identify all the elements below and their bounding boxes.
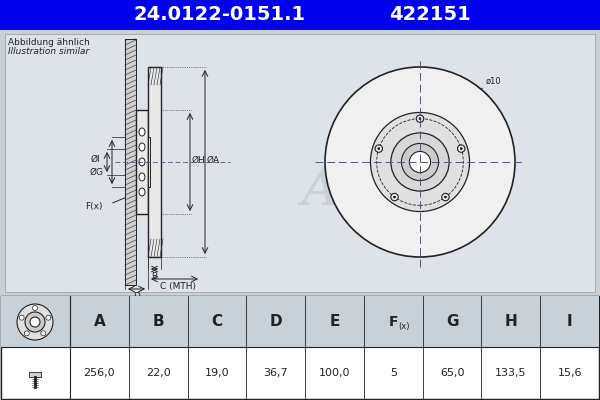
- Circle shape: [460, 148, 462, 150]
- Ellipse shape: [139, 158, 145, 166]
- Bar: [1, 296, 599, 347]
- Bar: [1, 296, 599, 399]
- Text: 100,0: 100,0: [319, 368, 350, 378]
- Circle shape: [445, 196, 446, 198]
- Circle shape: [394, 196, 395, 198]
- Text: 5: 5: [390, 368, 397, 378]
- Text: 24.0122-0151.1: 24.0122-0151.1: [134, 6, 306, 24]
- Text: ø10: ø10: [486, 77, 502, 86]
- Circle shape: [442, 193, 449, 201]
- Circle shape: [32, 306, 37, 310]
- Circle shape: [419, 118, 421, 120]
- Text: A: A: [94, 314, 105, 330]
- Circle shape: [30, 317, 40, 327]
- Text: Illustration similar: Illustration similar: [8, 47, 89, 56]
- Text: H: H: [505, 314, 517, 330]
- Text: øE: øE: [425, 154, 436, 164]
- Bar: [148, 137, 150, 187]
- Circle shape: [391, 133, 449, 191]
- Bar: [5, 34, 595, 292]
- Text: I: I: [567, 314, 572, 330]
- Text: Abbildung ähnlich: Abbildung ähnlich: [8, 38, 90, 47]
- Circle shape: [325, 67, 515, 257]
- Text: F: F: [389, 315, 398, 329]
- Text: ø6,6: ø6,6: [425, 186, 443, 195]
- Text: 19,0: 19,0: [205, 368, 229, 378]
- Text: D: D: [133, 292, 140, 301]
- Text: B: B: [151, 272, 158, 281]
- Text: 256,0: 256,0: [83, 368, 115, 378]
- Text: C (MTH): C (MTH): [160, 282, 196, 291]
- Text: C: C: [211, 314, 223, 330]
- Ellipse shape: [139, 128, 145, 136]
- Circle shape: [409, 152, 431, 172]
- Bar: [125, 39, 136, 285]
- Bar: [136, 110, 148, 214]
- Circle shape: [25, 312, 45, 332]
- Text: 65,0: 65,0: [440, 368, 464, 378]
- Text: E: E: [329, 314, 340, 330]
- Text: 422151: 422151: [389, 6, 471, 24]
- Circle shape: [41, 331, 46, 336]
- Circle shape: [378, 148, 380, 149]
- Ellipse shape: [139, 173, 145, 181]
- Circle shape: [370, 112, 470, 212]
- Bar: [29, 372, 41, 377]
- Circle shape: [445, 196, 446, 198]
- Circle shape: [378, 148, 380, 150]
- Ellipse shape: [139, 188, 145, 196]
- Ellipse shape: [139, 143, 145, 151]
- Text: 22,0: 22,0: [146, 368, 170, 378]
- Text: B: B: [152, 314, 164, 330]
- Text: ØA: ØA: [207, 156, 220, 164]
- Circle shape: [457, 145, 465, 152]
- Text: 15,6: 15,6: [557, 368, 582, 378]
- Text: Ate: Ate: [301, 164, 399, 216]
- Circle shape: [19, 315, 24, 320]
- Circle shape: [24, 331, 29, 336]
- Text: (x): (x): [398, 322, 410, 330]
- Text: F(x): F(x): [86, 202, 103, 210]
- Text: G: G: [446, 314, 458, 330]
- Text: 133,5: 133,5: [495, 368, 527, 378]
- Bar: [148, 67, 161, 257]
- Text: ØG: ØG: [90, 168, 104, 176]
- Circle shape: [390, 132, 450, 192]
- Circle shape: [419, 118, 421, 119]
- Circle shape: [416, 115, 424, 122]
- Circle shape: [17, 304, 53, 340]
- Circle shape: [394, 196, 395, 198]
- Circle shape: [460, 148, 462, 149]
- Text: ØI: ØI: [91, 154, 100, 164]
- Text: 36,7: 36,7: [263, 368, 288, 378]
- Circle shape: [391, 193, 398, 201]
- Circle shape: [375, 145, 383, 152]
- Circle shape: [401, 144, 439, 180]
- Text: ØH: ØH: [192, 156, 206, 164]
- Bar: [0, 0, 600, 30]
- Circle shape: [46, 315, 51, 320]
- Text: D: D: [269, 314, 282, 330]
